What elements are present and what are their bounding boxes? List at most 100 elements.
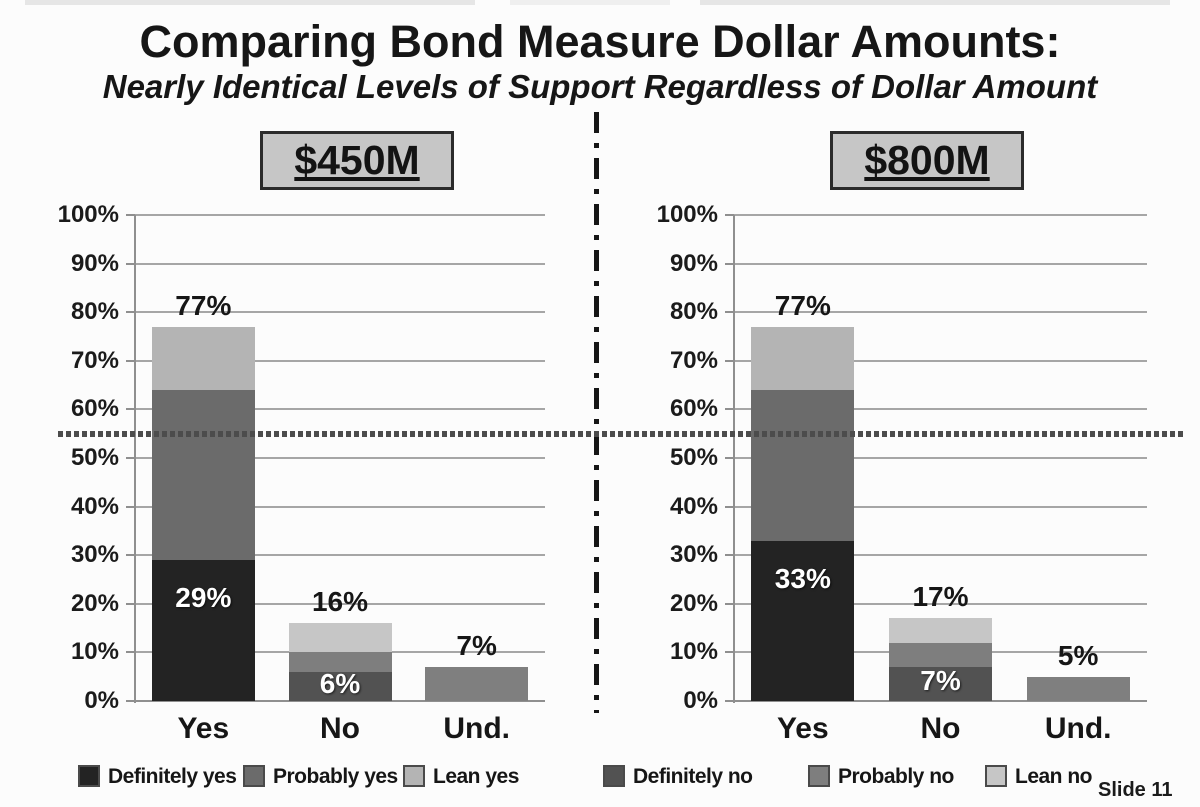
bar-total-label: 16% [311, 586, 369, 618]
bar-segment-probably-no [288, 652, 392, 672]
bar-segment-lean-yes [151, 326, 255, 390]
y-axis-line [134, 215, 136, 703]
panel-divider-dash-dot-line [594, 112, 599, 713]
gridline [734, 311, 1147, 314]
gridline [135, 602, 545, 605]
bar-segment-probably-yes [751, 389, 855, 541]
scan-artifact [25, 0, 475, 5]
gridline [734, 700, 1147, 702]
panel-header-800m-label: $800M [864, 137, 990, 183]
gridline [734, 214, 1147, 216]
legend-label: Lean yes [433, 765, 519, 788]
bar-segment-definitely-no [288, 671, 392, 701]
y-axis-tick [725, 457, 734, 459]
y-tick-label: 10% [669, 638, 718, 666]
y-tick-label: 20% [669, 589, 718, 617]
y-tick-label: 70% [70, 346, 119, 374]
gridline [734, 554, 1147, 557]
y-tick-label: 0% [683, 687, 718, 714]
y-tick-label: 10% [70, 638, 119, 666]
y-axis-tick [126, 554, 135, 557]
bar-segment-lean-no [889, 618, 992, 643]
y-axis-tick [126, 311, 135, 314]
y-tick-label: 40% [70, 492, 119, 520]
bar-inside-label: 7% [920, 664, 961, 696]
legend-swatch-definitely-yes [78, 765, 100, 787]
category-label: Yes [776, 712, 829, 745]
legend-label: Definitely no [633, 765, 753, 788]
gridline [734, 359, 1147, 362]
bar-segment-definitely-yes [751, 540, 855, 701]
y-axis-tick [126, 457, 135, 459]
gridline [734, 262, 1147, 265]
bar-segment-lean-yes [751, 326, 855, 390]
legend-swatch-lean-yes [403, 765, 425, 787]
y-axis-tick [126, 214, 135, 216]
y-tick-label: 40% [669, 492, 718, 520]
gridline [734, 602, 1147, 605]
y-axis-line [733, 215, 735, 703]
category-label: No [920, 712, 961, 745]
y-axis-tick [725, 602, 734, 605]
bar-segment-lean-no [288, 623, 392, 653]
legend-label: Probably no [838, 765, 954, 788]
bar-inside-label: 6% [319, 667, 361, 699]
panel-header-800m: $800M [830, 131, 1024, 190]
slide-title: Comparing Bond Measure Dollar Amounts: [139, 16, 1061, 67]
gridline [135, 408, 545, 411]
legend-label: Lean no [1015, 765, 1093, 788]
y-axis-tick [725, 311, 734, 314]
category-label: No [320, 712, 360, 745]
y-tick-label: 100% [656, 201, 718, 228]
y-axis-tick [725, 408, 734, 411]
y-axis-tick [126, 651, 135, 654]
y-tick-label: 100% [57, 201, 119, 228]
bar-segment-probably-no [889, 642, 992, 667]
gridline [135, 554, 545, 557]
scan-artifact [510, 0, 670, 5]
y-tick-label: 90% [669, 249, 718, 277]
y-tick-label: 30% [70, 541, 119, 569]
y-tick-label: 60% [669, 395, 718, 423]
y-axis-tick [126, 505, 135, 508]
y-axis-tick [126, 262, 135, 265]
legend-swatch-lean-no [985, 765, 1007, 787]
gridline [135, 700, 545, 702]
panel-header-450m-label: $450M [294, 137, 420, 183]
y-tick-label: 90% [70, 249, 119, 277]
bar-segment-undecided [425, 666, 529, 701]
reference-line-55-percent [58, 430, 1186, 437]
legend-swatch-definitely-no [603, 765, 625, 787]
y-axis-tick [725, 700, 734, 702]
bar-segment-undecided [1026, 676, 1130, 701]
gridline [135, 457, 545, 459]
legend-label: Probably yes [273, 765, 398, 788]
y-axis-tick [725, 651, 734, 654]
y-axis-tick [126, 602, 135, 605]
y-axis-tick [126, 700, 135, 702]
gridline [135, 505, 545, 508]
y-tick-label: 30% [669, 541, 718, 569]
y-axis-tick [725, 359, 734, 362]
bar-inside-label: 33% [774, 562, 831, 594]
y-tick-label: 50% [70, 444, 119, 471]
y-tick-label: 80% [70, 298, 119, 326]
y-tick-label: 0% [84, 687, 119, 714]
category-label: Und. [1044, 712, 1112, 745]
bar-total-label: 77% [175, 289, 232, 321]
gridline [135, 214, 545, 216]
legend-label: Definitely yes [108, 765, 237, 788]
bar-segment-probably-yes [151, 389, 255, 561]
panel-header-450m: $450M [260, 131, 454, 190]
gridline [734, 505, 1147, 508]
legend-swatch-probably-yes [243, 765, 265, 787]
y-axis-tick [725, 554, 734, 557]
bar-segment-definitely-no [889, 666, 992, 701]
y-axis-tick [126, 359, 135, 362]
gridline [734, 408, 1147, 411]
legend-swatch-probably-no [808, 765, 830, 787]
gridline [135, 359, 545, 362]
scan-artifact [700, 0, 1170, 5]
